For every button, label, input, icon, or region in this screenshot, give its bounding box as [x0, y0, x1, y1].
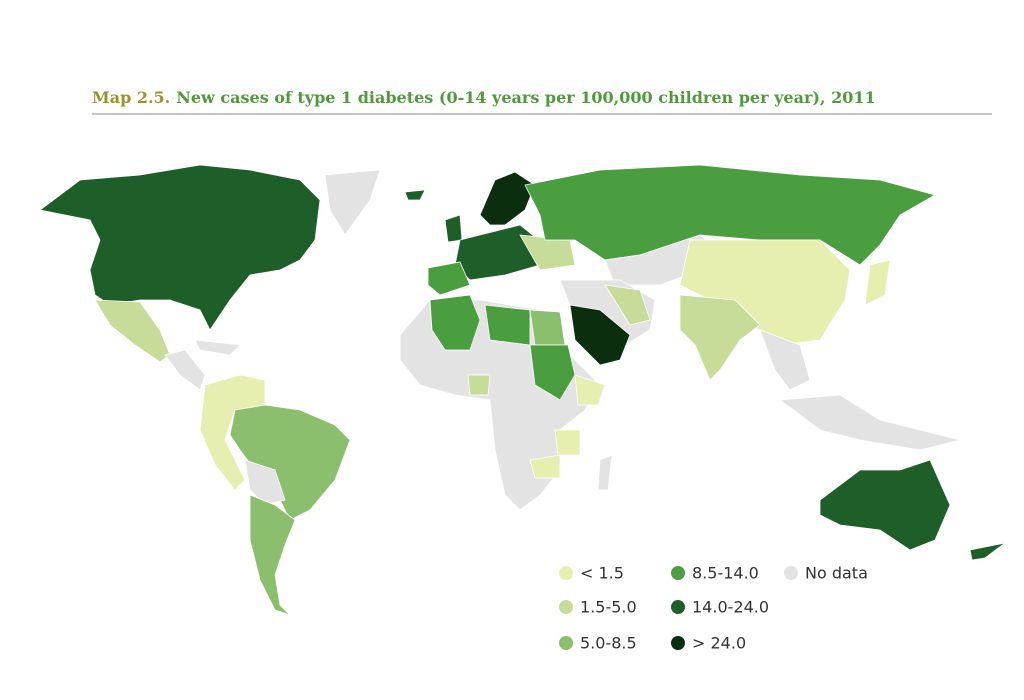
country [569, 304, 631, 366]
country [529, 454, 561, 479]
country [679, 294, 761, 381]
country [427, 261, 471, 296]
country [969, 542, 1006, 561]
country [778, 394, 961, 451]
country [39, 164, 321, 331]
legend-swatch [671, 566, 685, 580]
country [324, 169, 381, 236]
legend-swatch [559, 566, 573, 580]
country [819, 459, 951, 551]
country [444, 214, 463, 243]
legend: < 1.5 1.5-5.0 5.0-8.5 8.5-14.0 14.0-24.0 > 24… [559, 564, 868, 653]
country [864, 259, 891, 306]
legend-label: 1.5-5.0 [580, 598, 637, 617]
legend-label: No data [805, 564, 868, 583]
legend-swatch [784, 566, 798, 580]
country [597, 454, 613, 491]
country [467, 374, 491, 396]
country [249, 494, 296, 616]
map-label: Map 2.5. [92, 88, 170, 107]
country [529, 309, 566, 346]
country [479, 171, 536, 226]
country [429, 294, 481, 351]
legend-swatch [559, 636, 573, 650]
country [524, 164, 937, 266]
country [404, 189, 426, 201]
country [194, 339, 241, 356]
legend-swatch [671, 636, 685, 650]
country [229, 404, 351, 521]
country [554, 429, 581, 456]
title: Map 2.5. New cases of type 1 diabetes (0-… [92, 88, 876, 107]
country [529, 344, 576, 401]
legend-swatch [671, 600, 685, 614]
legend-label: < 1.5 [580, 564, 624, 583]
country [604, 284, 651, 326]
country [679, 239, 851, 346]
legend-label: 5.0-8.5 [580, 634, 637, 653]
legend-swatch [559, 600, 573, 614]
legend-label: 14.0-24.0 [692, 598, 769, 617]
country [244, 459, 286, 506]
country [164, 349, 206, 391]
legend-label: 8.5-14.0 [692, 564, 759, 583]
country [199, 374, 266, 491]
legend-label: > 24.0 [692, 634, 746, 653]
map-title: New cases of type 1 diabetes (0-14 years… [176, 88, 875, 107]
country [574, 374, 606, 406]
country [94, 299, 171, 363]
country [484, 304, 531, 346]
world-map [39, 164, 1006, 616]
country [759, 329, 811, 391]
